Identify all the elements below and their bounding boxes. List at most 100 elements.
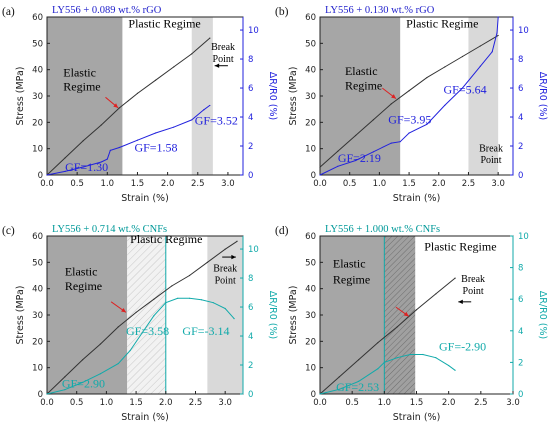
resistance-point (497, 16, 499, 18)
y-left-axis-label: Stress (MPa) (15, 286, 26, 345)
y-left-tick-label: 30 (32, 311, 43, 321)
panel-title: LY556 + 0.130 wt.% rGO (325, 5, 435, 16)
stress-point (390, 103, 392, 105)
resistance-point (454, 369, 456, 371)
y-right-tick-label: 2 (518, 142, 523, 152)
annotation-label: Break (461, 274, 485, 285)
x-axis-label: Strain (%) (121, 412, 169, 423)
resistance-point (200, 299, 203, 301)
stress-point (396, 326, 398, 328)
resistance-curve (319, 16, 499, 176)
resistance-point (106, 158, 108, 160)
resistance-point (173, 126, 175, 128)
resistance-point (338, 388, 340, 390)
stress-point (338, 376, 340, 378)
regime-region (47, 17, 123, 175)
x-tick-label: 3.0 (218, 398, 232, 408)
x-tick-label: 0.0 (313, 179, 327, 189)
annotation-label: GF=5.64 (444, 82, 487, 96)
resistance-point (319, 393, 321, 395)
y-left-tick-label: 10 (32, 145, 43, 155)
annotation-arrowhead (113, 103, 119, 108)
y-left-tick-label: 0 (311, 171, 316, 181)
stress-point (206, 261, 208, 263)
stress-point (117, 326, 119, 328)
y-left-tick-label: 60 (32, 232, 43, 242)
resistance-point (358, 380, 360, 382)
stress-point (100, 124, 102, 126)
resistance-point (177, 297, 179, 299)
y-left-axis-label: Stress (MPa) (288, 67, 299, 126)
x-tick-label: 1.5 (402, 179, 416, 189)
resistance-point (409, 353, 411, 356)
regime-region (191, 17, 213, 175)
y-right-tick-label: 6 (248, 303, 253, 313)
y-right-tick-label: 2 (248, 142, 253, 152)
annotation-label: Break (211, 42, 235, 53)
stress-point (136, 92, 139, 94)
resistance-point (377, 368, 379, 370)
resistance-point (444, 104, 446, 107)
x-axis-label: Strain (%) (393, 412, 441, 423)
annotation-label: Point (480, 155, 501, 166)
annotation-label: Break (479, 143, 503, 154)
resistance-point (319, 174, 321, 176)
y-left-axis-label: Stress (MPa) (288, 286, 299, 345)
annotation-arrowhead (403, 311, 409, 317)
y-right-tick-label: 0 (248, 390, 253, 400)
stress-point (355, 134, 357, 137)
x-tick-label: 2.0 (442, 398, 456, 408)
y-left-tick-label: 20 (305, 118, 316, 128)
annotation-label: Regime (333, 272, 370, 286)
resistance-point (46, 393, 48, 395)
y-right-tick-label: 10 (248, 245, 259, 255)
resistance-point (435, 357, 437, 359)
y-right-tick-label: 8 (518, 55, 523, 65)
y-right-tick-label: 4 (518, 327, 523, 337)
y-left-tick-label: 10 (32, 364, 43, 374)
y-right-tick-label: 10 (518, 232, 529, 242)
resistance-point (46, 174, 48, 176)
annotation-label: GF=3.58 (126, 324, 169, 338)
annotation-label: Elastic (63, 65, 96, 79)
y-right-tick-label: 2 (518, 358, 523, 368)
y-left-tick-label: 50 (305, 39, 316, 49)
x-tick-label: 0.0 (40, 179, 54, 189)
y-right-axis-label: ΔR/R0 (%) (267, 291, 278, 339)
panel-title: LY556 + 0.089 wt.% rGO (52, 5, 162, 16)
stress-point (154, 79, 157, 81)
y-left-tick-label: 10 (305, 145, 316, 155)
x-tick-label: 0.0 (313, 398, 327, 408)
y-right-axis-label: ΔR/R0 (%) (537, 291, 548, 339)
resistance-point (399, 141, 401, 143)
y-left-axis-label: Stress (MPa) (15, 67, 26, 126)
annotation-label: GF=-3.14 (182, 324, 229, 338)
annotation-label: Elastic (333, 257, 366, 271)
stress-point (377, 342, 379, 344)
y-left-tick-label: 0 (311, 390, 316, 400)
stress-point (224, 248, 226, 250)
resistance-point (100, 161, 102, 163)
panel-title: LY556 + 0.714 wt.% CNFs (52, 224, 167, 235)
resistance-point (496, 32, 498, 34)
panel-label: (b) (275, 6, 289, 18)
x-tick-label: 2.0 (161, 179, 175, 189)
resistance-point (165, 302, 167, 304)
x-tick-label: 1.5 (131, 179, 145, 189)
stress-point (135, 311, 137, 313)
regime-region (320, 236, 385, 394)
resistance-point (154, 132, 157, 134)
resistance-point (426, 123, 428, 125)
x-tick-label: 1.0 (100, 398, 114, 408)
x-axis-label: Strain (%) (393, 193, 441, 204)
y-right-tick-label: 6 (518, 84, 523, 94)
y-right-tick-label: 0 (248, 171, 253, 181)
stress-point (64, 376, 66, 378)
y-left-tick-label: 40 (305, 66, 316, 76)
resistance-point (153, 315, 155, 317)
stress-point (372, 119, 375, 121)
y-left-tick-label: 20 (32, 118, 43, 128)
x-tick-label: 2.5 (189, 398, 203, 408)
y-left-tick-label: 30 (305, 92, 316, 102)
resistance-point (64, 170, 66, 172)
